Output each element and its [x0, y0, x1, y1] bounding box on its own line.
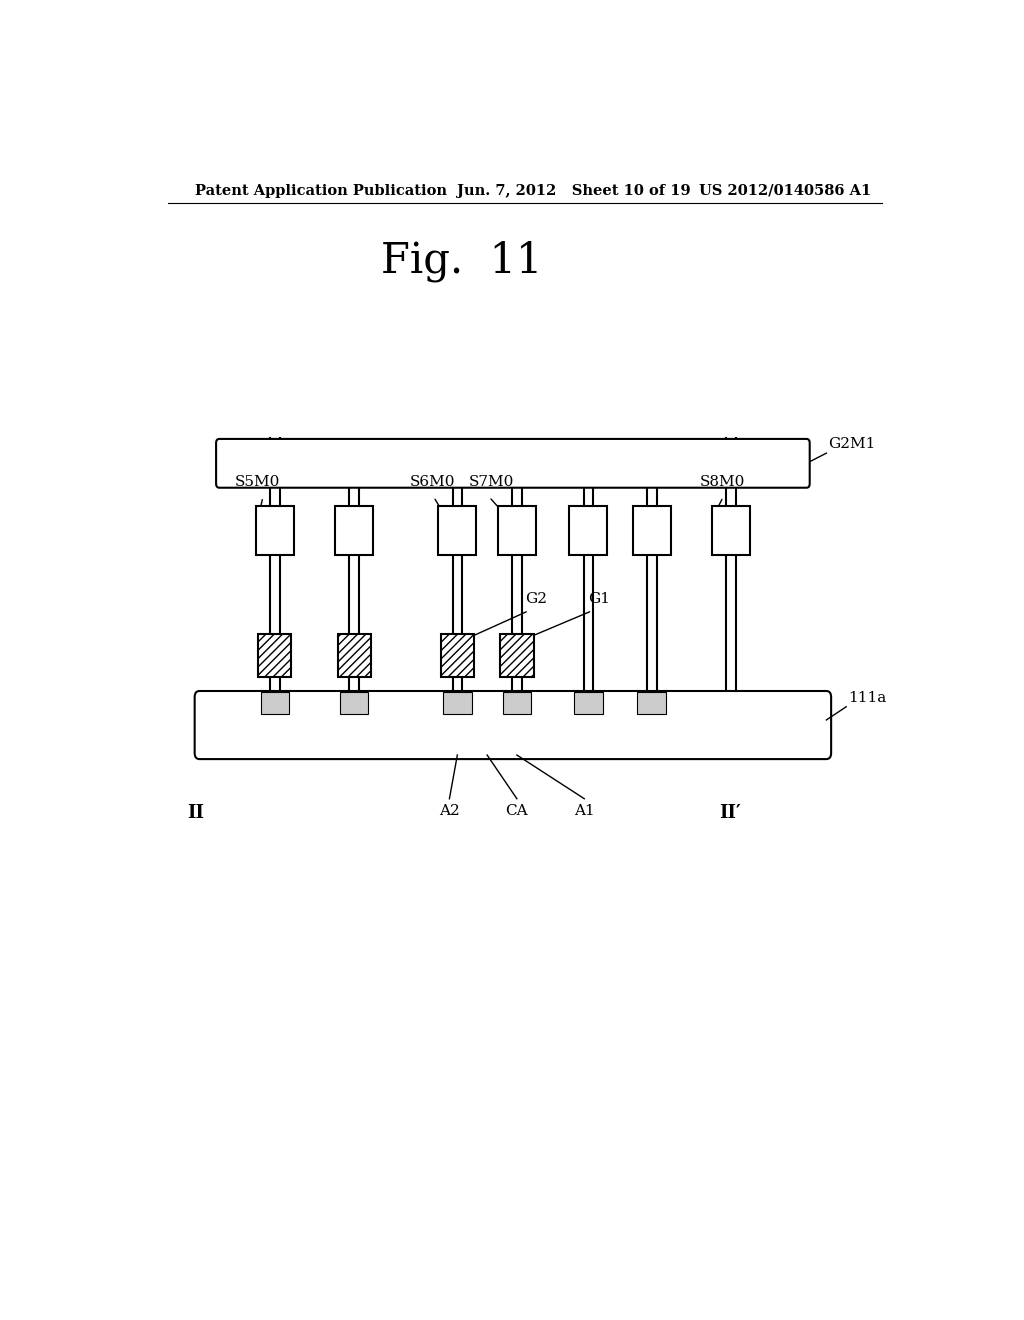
Text: Fig.  11: Fig. 11	[381, 240, 542, 281]
Text: S7M0: S7M0	[469, 475, 515, 488]
Text: G2M1: G2M1	[828, 437, 876, 451]
Bar	[440, 634, 474, 677]
Bar	[340, 692, 369, 714]
Bar	[498, 506, 536, 554]
Bar	[256, 506, 294, 554]
Text: S8M0: S8M0	[699, 475, 744, 488]
Text: S6M0: S6M0	[410, 475, 456, 488]
Text: A1: A1	[573, 804, 595, 818]
Text: G1: G1	[588, 591, 610, 606]
Text: 111a: 111a	[848, 690, 886, 705]
Bar	[569, 506, 607, 554]
Text: A2: A2	[439, 804, 460, 818]
FancyBboxPatch shape	[216, 440, 810, 487]
Bar	[574, 692, 602, 714]
Bar	[500, 634, 534, 677]
Text: CA: CA	[506, 804, 528, 818]
Text: S5M0: S5M0	[236, 475, 281, 488]
Bar	[438, 506, 476, 554]
Text: II′: II′	[719, 804, 741, 822]
Bar	[335, 506, 373, 554]
Text: US 2012/0140586 A1: US 2012/0140586 A1	[699, 183, 871, 198]
Bar	[443, 692, 472, 714]
Text: Patent Application Publication: Patent Application Publication	[196, 183, 447, 198]
Bar	[638, 692, 666, 714]
Bar	[712, 506, 751, 554]
Bar	[258, 634, 292, 677]
Bar	[338, 634, 371, 677]
Text: G2: G2	[524, 591, 547, 606]
Bar	[633, 506, 671, 554]
Text: II: II	[187, 804, 205, 822]
Bar	[503, 692, 531, 714]
Text: Jun. 7, 2012   Sheet 10 of 19: Jun. 7, 2012 Sheet 10 of 19	[458, 183, 691, 198]
FancyBboxPatch shape	[195, 690, 831, 759]
Bar	[260, 692, 289, 714]
